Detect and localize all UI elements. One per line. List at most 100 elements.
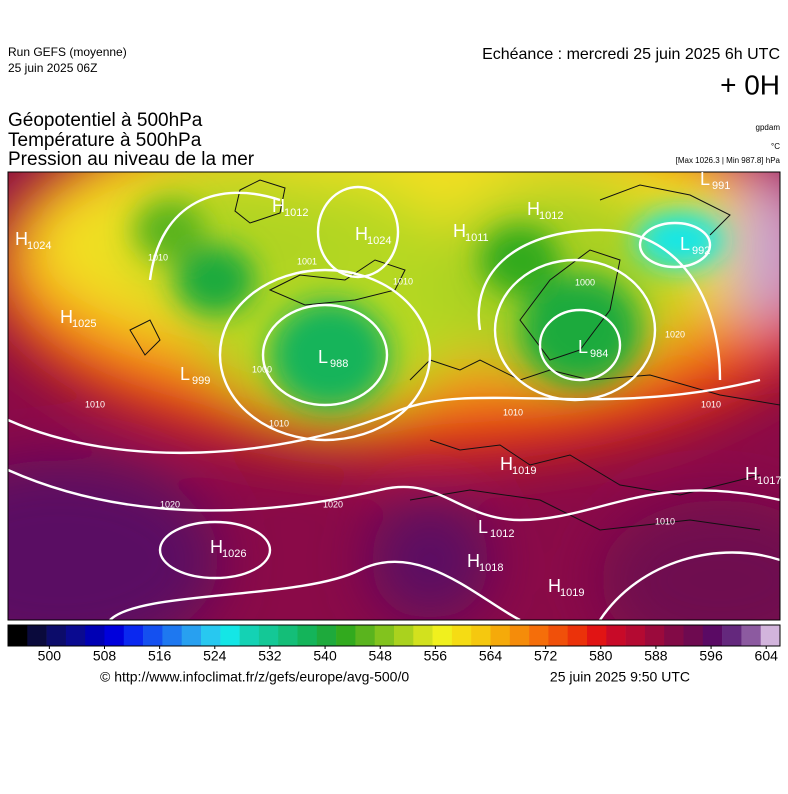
- colorbar-tick-label: 588: [644, 648, 668, 664]
- center-value: 1025: [72, 318, 96, 330]
- isobar-label: 1010: [701, 399, 721, 409]
- colorbar-swatch: [548, 625, 568, 646]
- cold-pools: [135, 200, 725, 410]
- center-kind: L: [700, 169, 710, 189]
- center-kind: H: [548, 576, 561, 596]
- title: Pression au niveau de la mer: [8, 149, 255, 170]
- colorbar-tick-label: 564: [479, 648, 503, 664]
- colorbar-swatch: [239, 625, 260, 646]
- colorbar-swatch: [741, 625, 761, 646]
- center-kind: H: [272, 196, 285, 216]
- pressure-center: L 988: [318, 347, 348, 370]
- center-kind: H: [355, 224, 368, 244]
- colorbar-swatch: [702, 625, 723, 646]
- run-date: 25 juin 2025 06Z: [8, 61, 97, 75]
- center-kind: H: [500, 454, 513, 474]
- center-kind: H: [527, 199, 540, 219]
- isobar-labels: 1010 1001 1010 1000 1020 1000 1010 1010 1010 1010…: [85, 252, 721, 526]
- map: [8, 172, 780, 620]
- colorbar-swatch: [258, 625, 279, 646]
- center-value: 1026: [222, 548, 246, 560]
- colorbar-swatch: [316, 625, 337, 646]
- center-value: 1012: [539, 210, 563, 222]
- pressure-center: L 999: [180, 364, 210, 387]
- colorbar-tick-label: 532: [258, 648, 282, 664]
- colorbar-swatch: [432, 625, 453, 646]
- source: © http://www.infoclimat.fr/z/gefs/europe…: [100, 669, 409, 685]
- pressure-center: H 1011: [453, 221, 489, 244]
- isobars: [8, 185, 780, 620]
- colorbar-swatch: [355, 625, 375, 646]
- colorbar-swatch: [297, 625, 318, 646]
- colorbar-swatch: [46, 625, 67, 646]
- isobar-label: 1010: [85, 399, 105, 409]
- center-kind: H: [745, 464, 758, 484]
- isobar-label: 1020: [665, 329, 685, 339]
- center-value: 984: [590, 348, 608, 360]
- colorbar-frame: [7, 624, 781, 647]
- unit: gpdam: [756, 123, 781, 132]
- center-kind: L: [318, 347, 328, 367]
- run: Run GEFS (moyenne): [8, 45, 127, 59]
- colorbar-swatch: [567, 625, 588, 646]
- colorbar-swatch: [625, 625, 646, 646]
- colorbar-tick-label: 540: [313, 648, 337, 664]
- center-value: 1018: [479, 562, 503, 574]
- center-kind: L: [180, 364, 190, 384]
- title: Géopotentiel à 500hPa: [8, 110, 203, 131]
- colorbar-tick-label: 580: [589, 648, 613, 664]
- center-value: 1012: [490, 528, 514, 540]
- colorbar-swatch: [664, 625, 684, 646]
- colorbar-swatch: [85, 625, 105, 646]
- pressure-center: L 1012: [478, 517, 514, 540]
- colorbar-swatch: [722, 625, 742, 646]
- colorbar-swatch: [201, 625, 221, 646]
- colorbar-tick-label: 572: [534, 648, 558, 664]
- center-value: 991: [712, 180, 730, 192]
- colorbar-swatch: [278, 625, 298, 646]
- coastlines: [129, 179, 780, 531]
- center-kind: H: [210, 537, 223, 557]
- center-kind: H: [467, 551, 480, 571]
- center-value: 1017: [757, 475, 781, 487]
- colorbar-tick-label: 556: [424, 648, 448, 664]
- lead-time: + 0H: [720, 69, 780, 100]
- isobar-label: 1000: [575, 277, 595, 287]
- center-value: 1012: [284, 207, 308, 219]
- colorbar-swatch: [683, 625, 704, 646]
- colorbar-swatch: [606, 625, 626, 646]
- colorbar-swatch: [490, 625, 511, 646]
- isobar-label: 1010: [655, 516, 675, 526]
- colorbar-swatch: [162, 625, 182, 646]
- colorbar-swatch: [644, 625, 665, 646]
- colorbar-tick-label: 604: [755, 648, 779, 664]
- center-kind: H: [15, 229, 28, 249]
- isobar-label: 1010: [503, 407, 523, 417]
- center-value: 992: [692, 245, 710, 257]
- center-kind: L: [680, 234, 690, 254]
- unit: °C: [771, 142, 780, 151]
- colorbar-swatch: [587, 625, 607, 646]
- colorbar-tick-label: 524: [203, 648, 227, 664]
- isobar-label: 1010: [148, 252, 168, 262]
- colorbar-swatch: [394, 625, 414, 646]
- colorbar-swatch: [336, 625, 356, 646]
- pressure-center: H 1018: [467, 551, 503, 574]
- colorbar-tick-label: 508: [93, 648, 117, 664]
- center-kind: H: [60, 307, 73, 327]
- echeance: Echéance : mercredi 25 juin 2025 6h UTC: [482, 46, 780, 63]
- center-kind: H: [453, 221, 466, 241]
- colorbar-swatch: [509, 625, 530, 646]
- center-value: 999: [192, 375, 210, 387]
- colorbar-swatch: [8, 625, 28, 646]
- generated-time: 25 juin 2025 9:50 UTC: [550, 669, 690, 685]
- pressure-center: H 1025: [60, 307, 96, 330]
- colorbar-tick-label: 596: [699, 648, 723, 664]
- map-frame: [7, 171, 781, 621]
- pressure-center: H 1019: [548, 576, 584, 599]
- center-kind: L: [478, 517, 488, 537]
- pressure-center: H 1012: [272, 196, 308, 219]
- title: Température à 500hPa: [8, 130, 202, 151]
